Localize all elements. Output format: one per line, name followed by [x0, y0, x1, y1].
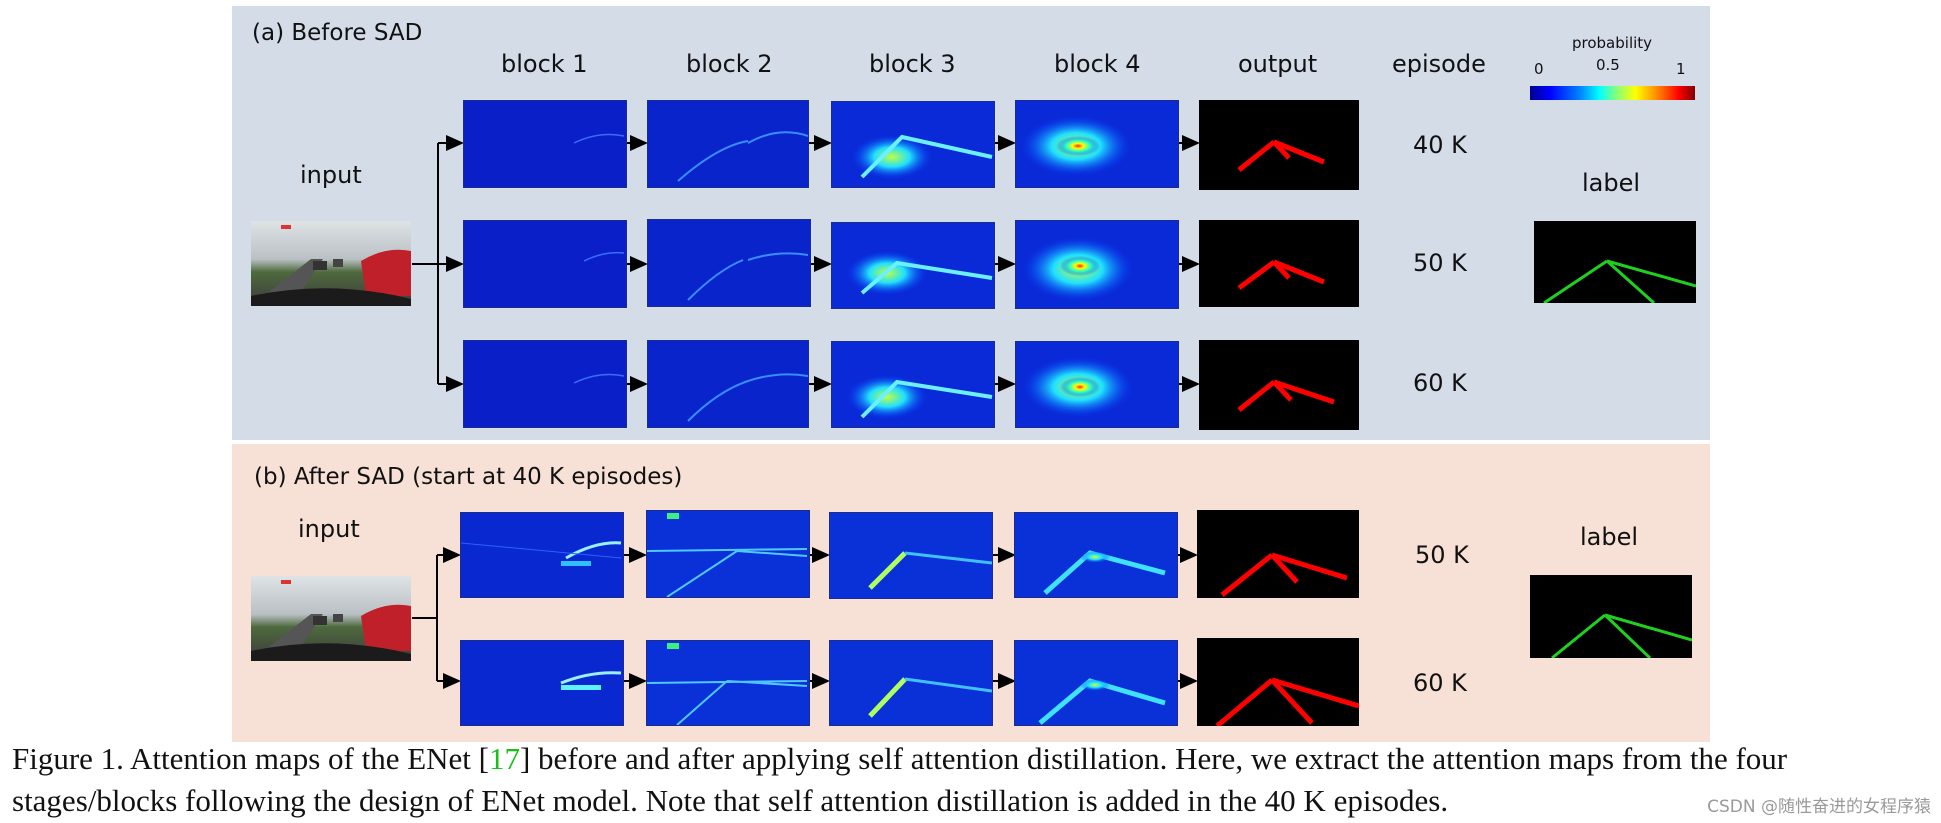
colorbar-gradient — [1530, 86, 1695, 100]
episode-b-50k: 50 K — [1415, 541, 1469, 569]
attention-map-b-50k-block4 — [1014, 512, 1178, 598]
input-label-a: input — [300, 161, 362, 189]
colorbar-tick-0-5: 0.5 — [1596, 56, 1620, 74]
colorbar-tick-0: 0 — [1534, 60, 1544, 78]
attention-map-b-60k-block4 — [1014, 640, 1178, 726]
colorbar-title: probability — [1572, 34, 1653, 52]
attention-map-a-50k-block4 — [1015, 220, 1179, 309]
label-image-a — [1534, 221, 1696, 303]
attention-map-b-50k-block3 — [829, 512, 993, 599]
attention-map-a-40k-block4 — [1015, 100, 1179, 188]
input-label-b: input — [298, 515, 360, 543]
label-image-b — [1530, 575, 1692, 658]
panel-a-title: (a) Before SAD — [252, 20, 423, 46]
column-header-block-1: block 1 — [501, 50, 588, 78]
attention-map-b-60k-block1 — [460, 640, 624, 726]
label-label-a: label — [1582, 169, 1641, 197]
attention-map-a-40k-block3 — [831, 101, 995, 188]
attention-map-a-50k-block1 — [463, 220, 627, 308]
watermark: CSDN @随性奋进的女程序猿 — [1707, 797, 1931, 817]
attention-map-a-60k-block4 — [1015, 341, 1179, 428]
colorbar-tick-1: 1 — [1676, 60, 1686, 78]
citation-link[interactable]: 17 — [488, 741, 520, 776]
input-road-image-b — [251, 576, 411, 661]
episode-b-60k: 60 K — [1413, 669, 1467, 697]
output-b-60k — [1197, 638, 1359, 726]
column-header-episode: episode — [1392, 50, 1486, 78]
panel-b-title: (b) After SAD (start at 40 K episodes) — [254, 464, 683, 490]
attention-map-a-60k-block1 — [463, 340, 627, 428]
column-header-output: output — [1238, 50, 1318, 78]
attention-map-a-60k-block2 — [647, 340, 809, 428]
input-road-image-a — [251, 221, 411, 306]
attention-map-b-50k-block1 — [460, 512, 624, 598]
caption-text-post: ] before and after applying self attenti… — [12, 741, 1788, 818]
attention-map-b-60k-block3 — [829, 640, 993, 726]
attention-map-a-50k-block3 — [831, 222, 995, 309]
output-a-40k — [1199, 100, 1359, 190]
output-a-60k — [1199, 340, 1359, 430]
attention-map-a-40k-block2 — [647, 100, 809, 188]
attention-map-a-50k-block2 — [647, 219, 811, 307]
column-header-block-3: block 3 — [869, 50, 956, 78]
episode-a-60k: 60 K — [1413, 369, 1467, 397]
column-header-block-2: block 2 — [686, 50, 773, 78]
column-header-block-4: block 4 — [1054, 50, 1141, 78]
episode-a-50k: 50 K — [1413, 249, 1467, 277]
attention-map-b-50k-block2 — [646, 510, 810, 598]
attention-map-a-60k-block3 — [831, 341, 995, 428]
attention-map-a-40k-block1 — [463, 100, 627, 188]
output-a-50k — [1199, 220, 1359, 307]
episode-a-40k: 40 K — [1413, 131, 1467, 159]
figure-caption: Figure 1. Attention maps of the ENet [17… — [12, 738, 1937, 822]
attention-map-b-60k-block2 — [646, 640, 810, 726]
label-label-b: label — [1580, 523, 1639, 551]
output-b-50k — [1197, 510, 1359, 598]
caption-text-pre: Figure 1. Attention maps of the ENet [ — [12, 741, 489, 776]
